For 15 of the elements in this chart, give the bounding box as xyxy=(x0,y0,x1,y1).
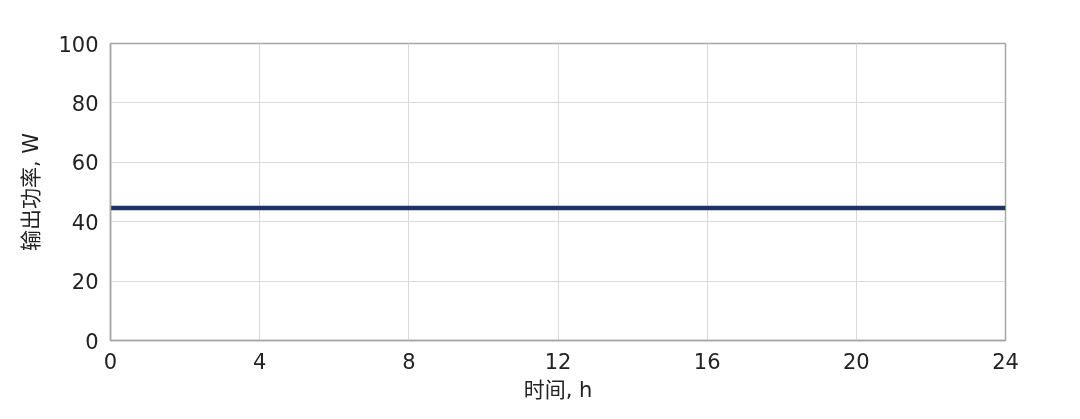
x-tick-label: 0 xyxy=(103,349,118,374)
x-tick-label: 12 xyxy=(544,349,572,374)
y-tick-label: 80 xyxy=(71,91,99,116)
x-tick-label: 8 xyxy=(402,349,416,374)
y-tick-label: 60 xyxy=(71,151,99,176)
x-tick-label: 4 xyxy=(252,349,267,374)
x-axis-title: 时间, h xyxy=(523,377,593,402)
y-tick-label: 0 xyxy=(85,329,99,354)
x-tick-label: 24 xyxy=(992,349,1019,374)
y-tick-label: 100 xyxy=(58,32,99,57)
x-tick-label: 16 xyxy=(693,349,721,374)
y-axis-title: 输出功率, W xyxy=(19,132,44,252)
y-tick-label: 20 xyxy=(71,270,99,295)
x-tick-label: 20 xyxy=(842,349,870,374)
y-tick-label: 40 xyxy=(71,210,99,235)
